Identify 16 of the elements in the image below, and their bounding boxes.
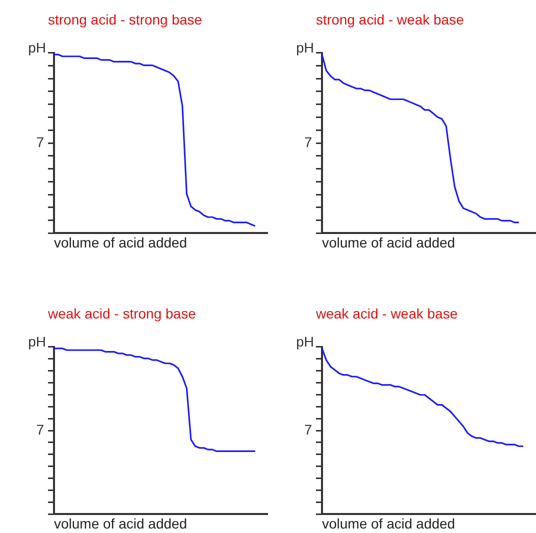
x-axis-title: volume of acid added (54, 515, 188, 532)
chart-title: weak acid - strong base (47, 305, 196, 322)
chart-title: strong acid - strong base (48, 11, 202, 28)
y-axis-title: pH (296, 334, 314, 350)
x-axis-title: volume of acid added (322, 515, 456, 532)
y-axis-title: pH (28, 334, 46, 350)
text: 7 (36, 134, 44, 150)
y-axis-title: pH (296, 40, 314, 56)
chart-title: strong acid - weak base (316, 11, 464, 28)
x-axis-title: volume of acid added (54, 234, 188, 250)
text: 7 (36, 421, 44, 438)
text: 7 (304, 421, 312, 438)
x-axis-title: volume of acid added (322, 234, 456, 250)
y-axis-title: pH (28, 40, 46, 56)
chart-title: weak acid - weak base (315, 305, 458, 322)
text: 7 (304, 134, 312, 150)
